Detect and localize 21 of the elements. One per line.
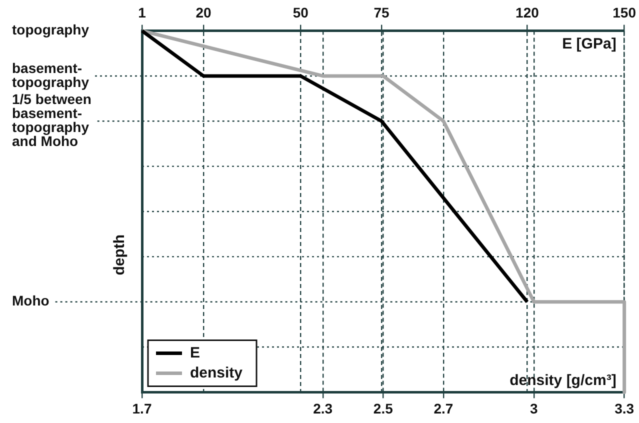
x-tick-label: 2.7: [434, 400, 454, 416]
legend-label: density: [190, 364, 244, 382]
x2-tick-label: 75: [374, 4, 390, 20]
y-axis-title: depth: [111, 234, 128, 276]
x2-tick-label: 150: [612, 4, 636, 20]
x-tick-label: 3: [530, 400, 538, 416]
x-tick-label: 2.5: [373, 400, 394, 416]
ref-line-label: Moho: [12, 292, 50, 309]
x-tick-label: 1.7: [132, 400, 152, 416]
x2-tick-label: 120: [516, 4, 540, 20]
legend-label: E: [190, 344, 200, 362]
x-tick-label: 3.3: [614, 400, 634, 416]
x2-tick-label: 20: [196, 4, 212, 20]
x2-axis-title: E [GPa]: [562, 35, 616, 52]
ref-line-label: 1/5 between basement-topography and Moho: [12, 91, 92, 150]
text: topography: [12, 22, 90, 38]
ref-line-label: basement-topography: [12, 60, 90, 90]
x-axis-title: density [g/cm³]: [510, 372, 616, 389]
x2-tick-label: 1: [138, 4, 146, 20]
x-tick-label: 2.3: [313, 400, 333, 416]
x2-tick-label: 50: [292, 4, 309, 20]
